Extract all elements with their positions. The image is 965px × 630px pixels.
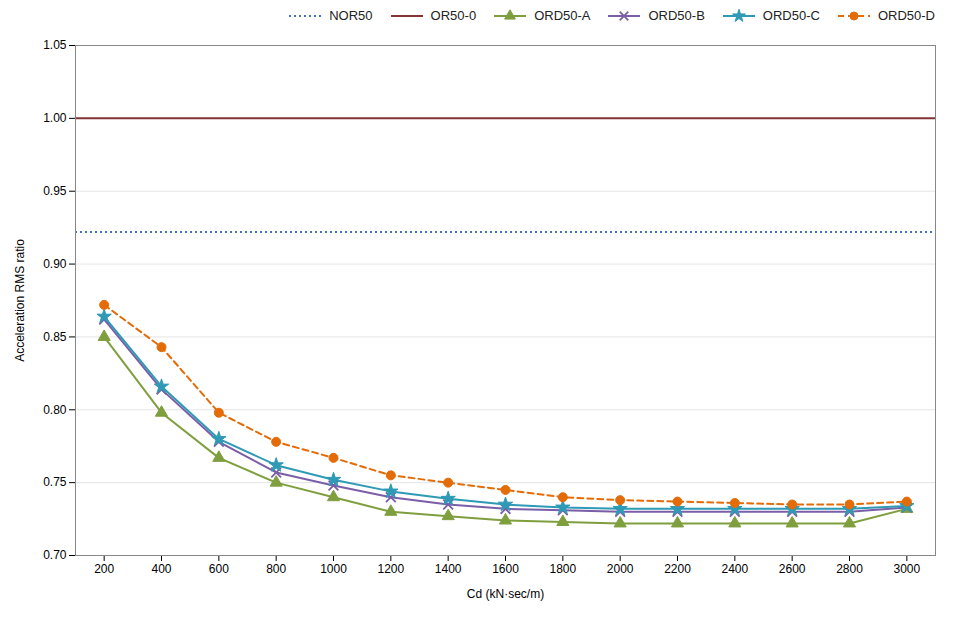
svg-text:1600: 1600 [492,562,519,576]
html-text:ORD50-D: ORD50-D [877,8,935,23]
svg-text:0.95: 0.95 [43,184,67,198]
svg-text:200: 200 [94,562,114,576]
svg-text:1200: 1200 [377,562,404,576]
svg-text:400: 400 [151,562,171,576]
html-text:OR50-0: OR50-0 [430,8,477,23]
svg-text:1400: 1400 [435,562,462,576]
html-text:ORD50-A: ORD50-A [534,8,591,23]
html-text:ORD50-C: ORD50-C [762,8,820,23]
svg-text:2600: 2600 [779,562,806,576]
svg-text:3000: 3000 [893,562,920,576]
svg-text:0.85: 0.85 [43,330,67,344]
svg-text:2400: 2400 [721,562,748,576]
html-text:ORD50-B: ORD50-B [648,8,705,23]
svg-text:800: 800 [266,562,286,576]
svg-text:600: 600 [209,562,229,576]
svg-text:1800: 1800 [549,562,576,576]
html-text:NOR50: NOR50 [329,8,373,23]
svg-text:Cd (kN·sec/m): Cd (kN·sec/m) [467,587,544,601]
svg-text:0.90: 0.90 [43,257,67,271]
svg-text:1000: 1000 [320,562,347,576]
svg-text:Acceleration RMS ratio: Acceleration RMS ratio [13,239,27,362]
svg-text:2000: 2000 [607,562,634,576]
svg-text:2800: 2800 [836,562,863,576]
svg-text:1.00: 1.00 [43,111,67,125]
svg-text:2200: 2200 [664,562,691,576]
svg-text:0.80: 0.80 [43,403,67,417]
svg-text:1.05: 1.05 [43,38,67,52]
svg-text:0.70: 0.70 [43,548,67,562]
svg-text:0.75: 0.75 [43,475,67,489]
